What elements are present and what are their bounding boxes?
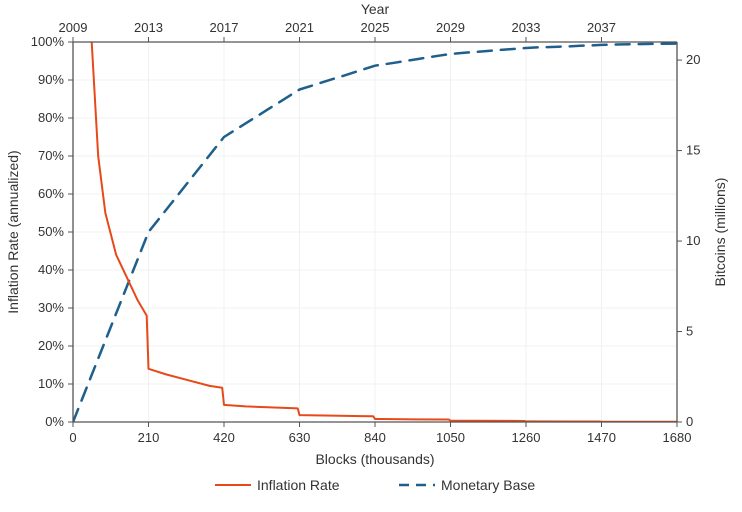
svg-text:2037: 2037 bbox=[587, 20, 616, 35]
svg-text:630: 630 bbox=[289, 430, 311, 445]
svg-text:20%: 20% bbox=[38, 338, 64, 353]
svg-text:840: 840 bbox=[364, 430, 386, 445]
svg-text:Inflation Rate (annualized): Inflation Rate (annualized) bbox=[5, 150, 21, 313]
svg-text:70%: 70% bbox=[38, 148, 64, 163]
svg-text:0: 0 bbox=[69, 430, 76, 445]
svg-text:80%: 80% bbox=[38, 110, 64, 125]
svg-text:Bitcoins (millions): Bitcoins (millions) bbox=[712, 178, 728, 287]
inflation-monetary-chart: 02104206308401050126014701680Blocks (tho… bbox=[0, 0, 742, 512]
svg-text:90%: 90% bbox=[38, 72, 64, 87]
svg-text:2009: 2009 bbox=[59, 20, 88, 35]
svg-text:0%: 0% bbox=[45, 414, 64, 429]
svg-text:40%: 40% bbox=[38, 262, 64, 277]
svg-text:420: 420 bbox=[213, 430, 235, 445]
svg-text:50%: 50% bbox=[38, 224, 64, 239]
svg-text:210: 210 bbox=[138, 430, 160, 445]
svg-text:0: 0 bbox=[686, 414, 693, 429]
svg-text:Blocks (thousands): Blocks (thousands) bbox=[315, 451, 434, 467]
chart-svg: 02104206308401050126014701680Blocks (tho… bbox=[0, 0, 742, 512]
svg-text:30%: 30% bbox=[38, 300, 64, 315]
svg-text:15: 15 bbox=[686, 143, 700, 158]
svg-text:10%: 10% bbox=[38, 376, 64, 391]
svg-text:Year: Year bbox=[361, 1, 390, 17]
svg-text:1470: 1470 bbox=[587, 430, 616, 445]
svg-text:Monetary Base: Monetary Base bbox=[441, 477, 535, 493]
svg-text:2013: 2013 bbox=[134, 20, 163, 35]
svg-text:2025: 2025 bbox=[361, 20, 390, 35]
svg-text:2033: 2033 bbox=[512, 20, 541, 35]
svg-text:1050: 1050 bbox=[436, 430, 465, 445]
svg-text:10: 10 bbox=[686, 233, 700, 248]
svg-text:60%: 60% bbox=[38, 186, 64, 201]
svg-text:5: 5 bbox=[686, 324, 693, 339]
svg-text:100%: 100% bbox=[31, 34, 65, 49]
svg-text:2029: 2029 bbox=[436, 20, 465, 35]
svg-text:2021: 2021 bbox=[285, 20, 314, 35]
svg-text:Inflation Rate: Inflation Rate bbox=[257, 477, 340, 493]
svg-text:2017: 2017 bbox=[210, 20, 239, 35]
svg-text:20: 20 bbox=[686, 52, 700, 67]
svg-text:1680: 1680 bbox=[663, 430, 692, 445]
svg-text:1260: 1260 bbox=[512, 430, 541, 445]
